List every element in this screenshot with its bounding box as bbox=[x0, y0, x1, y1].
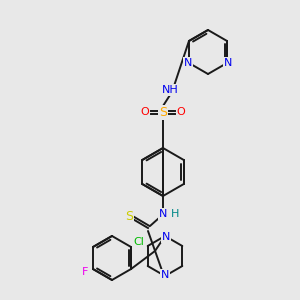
Text: NH: NH bbox=[162, 85, 178, 95]
Text: O: O bbox=[177, 107, 185, 117]
Text: O: O bbox=[141, 107, 149, 117]
Text: N: N bbox=[162, 232, 170, 242]
Text: F: F bbox=[82, 267, 88, 277]
Text: N: N bbox=[184, 58, 192, 68]
Text: S: S bbox=[159, 106, 167, 118]
Text: Cl: Cl bbox=[134, 237, 145, 247]
Text: N: N bbox=[224, 58, 232, 68]
Text: N: N bbox=[161, 270, 169, 280]
Text: H: H bbox=[171, 209, 179, 219]
Text: S: S bbox=[125, 211, 133, 224]
Text: N: N bbox=[159, 209, 167, 219]
